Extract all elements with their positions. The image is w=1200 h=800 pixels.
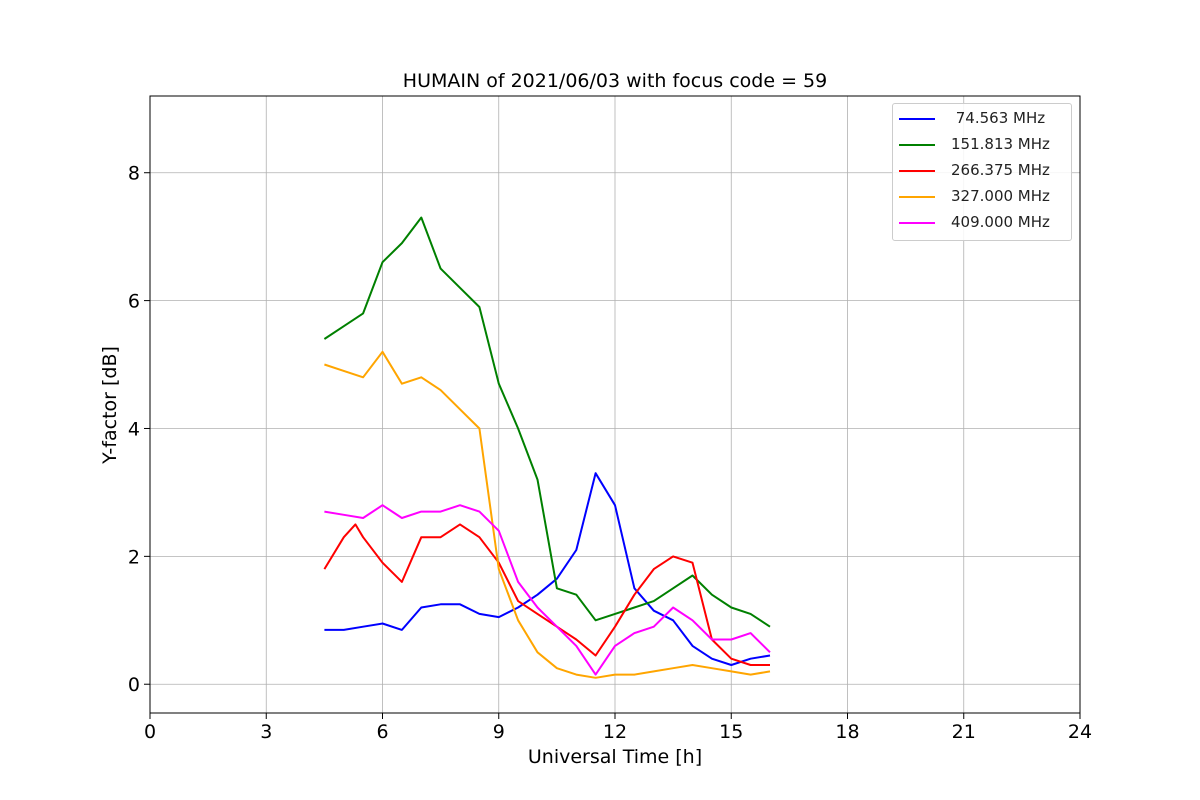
legend-label: 151.813 MHz [951, 135, 1050, 153]
x-axis-label: Universal Time [h] [528, 746, 702, 768]
x-tick-label: 12 [603, 721, 627, 743]
legend-label: 409.000 MHz [951, 213, 1050, 231]
series-line-3 [323, 523, 770, 666]
legend-item-1: 74.563 MHz [893, 106, 1073, 132]
legend-label: 74.563 MHz [951, 109, 1046, 127]
y-tick-label: 6 [128, 291, 140, 313]
x-tick-label: 9 [493, 721, 505, 743]
chart-title: HUMAIN of 2021/06/03 with focus code = 5… [403, 70, 827, 92]
legend-swatch [899, 170, 935, 172]
legend-swatch [899, 144, 935, 146]
x-tick-label: 0 [144, 721, 156, 743]
series-line-1 [324, 472, 771, 666]
x-tick-label: 24 [1068, 721, 1092, 743]
y-axis-label: Y-factor [dB] [99, 346, 121, 465]
series-layer [323, 216, 771, 679]
legend: 74.563 MHz 151.813 MHz 266.375 MHz 327.000 … [892, 103, 1072, 241]
x-tick-label: 21 [952, 721, 976, 743]
x-tick-label: 15 [719, 721, 743, 743]
y-tick-label: 8 [128, 163, 140, 185]
legend-item-3: 266.375 MHz [893, 158, 1073, 184]
x-tick-label: 18 [835, 721, 859, 743]
legend-swatch [899, 222, 935, 224]
x-tick-label: 3 [260, 721, 272, 743]
series-line-2 [323, 216, 771, 628]
legend-item-4: 327.000 MHz [893, 184, 1073, 210]
series-line-4 [324, 350, 771, 679]
x-tick-label: 6 [376, 721, 388, 743]
y-tick-label: 4 [128, 418, 140, 440]
legend-item-2: 151.813 MHz [893, 132, 1073, 158]
series-line-5 [324, 504, 771, 676]
legend-label: 327.000 MHz [951, 187, 1050, 205]
legend-swatch [899, 118, 935, 120]
legend-swatch [899, 196, 935, 198]
legend-label: 266.375 MHz [951, 161, 1050, 179]
legend-item-5: 409.000 MHz [893, 210, 1073, 236]
y-tick-label: 2 [128, 546, 140, 568]
y-tick-label: 0 [128, 674, 140, 696]
